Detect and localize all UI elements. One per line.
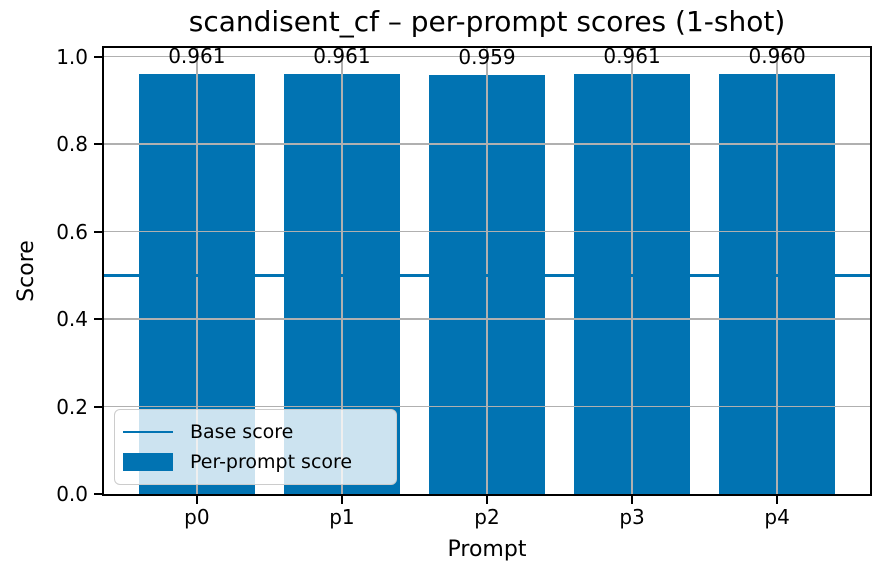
y-tick-label-0.2: 0.2 — [56, 394, 88, 419]
legend-label-base-score: Base score — [190, 421, 294, 443]
x-gridline-p0 — [196, 48, 198, 494]
x-tick-p4 — [776, 496, 779, 504]
y-tick-0.6 — [94, 230, 102, 233]
x-tick-label-p3: p3 — [619, 505, 645, 529]
y-axis-label: Score — [14, 240, 39, 302]
y-tick-1.0 — [94, 55, 102, 58]
bar-value-label-p0: 0.961 — [168, 43, 226, 68]
y-tick-0.0 — [94, 493, 102, 495]
x-tick-label-p4: p4 — [764, 505, 790, 529]
y-tick-0.4 — [94, 318, 102, 321]
legend-entry-per-prompt-score: Per-prompt score — [123, 449, 386, 475]
x-gridline-p2 — [486, 48, 488, 494]
legend-entry-base-score: Base score — [123, 419, 386, 445]
x-tick-label-p1: p1 — [329, 505, 355, 529]
x-tick-p3 — [631, 496, 634, 504]
legend-line-swatch — [123, 430, 173, 434]
x-tick-label-p2: p2 — [474, 505, 500, 529]
x-gridline-p3 — [631, 48, 633, 494]
x-gridline-p1 — [341, 48, 343, 494]
y-tick-label-0.6: 0.6 — [56, 219, 88, 244]
x-axis-label: Prompt — [447, 537, 527, 562]
y-tick-0.2 — [94, 405, 102, 408]
plot-area: 0.961 0.961 0.959 0.961 0.960 Base score Per… — [102, 46, 872, 496]
y-tick-label-1.0: 1.0 — [56, 44, 88, 69]
y-tick-label-0.4: 0.4 — [56, 307, 88, 332]
bar-value-label-p1: 0.961 — [313, 43, 371, 68]
grid-layer — [104, 48, 870, 494]
legend: Base score Per-prompt score — [114, 409, 397, 485]
bar-value-label-p3: 0.961 — [603, 43, 661, 68]
legend-bar-swatch — [123, 453, 173, 471]
base-score-line — [104, 274, 870, 277]
y-tick-label-0.0: 0.0 — [56, 482, 88, 506]
x-tick-p0 — [195, 496, 198, 504]
x-tick-p1 — [340, 496, 343, 504]
y-tick-0.8 — [94, 143, 102, 146]
x-tick-p2 — [486, 496, 488, 504]
bar-value-label-p4: 0.960 — [748, 44, 806, 69]
x-tick-label-p0: p0 — [184, 505, 210, 529]
overlay-layer: 0.961 0.961 0.959 0.961 0.960 — [104, 43, 870, 494]
bar-value-label-p2: 0.959 — [458, 44, 516, 69]
legend-label-per-prompt-score: Per-prompt score — [190, 451, 353, 473]
chart-title: scandisent_cf – per-prompt scores (1-sho… — [188, 5, 786, 38]
x-gridline-p4 — [776, 48, 778, 494]
y-tick-label-0.8: 0.8 — [56, 132, 88, 157]
